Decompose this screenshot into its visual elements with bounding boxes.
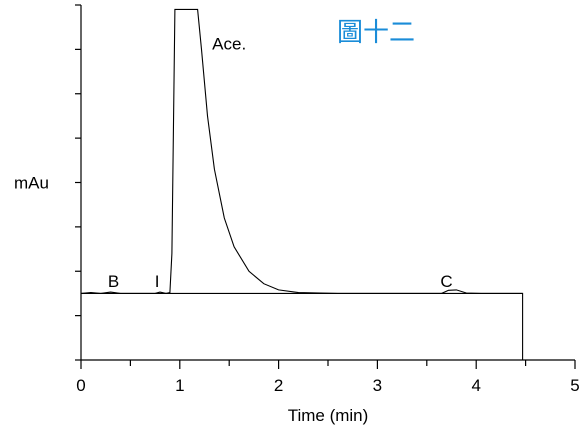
x-tick-label: 4 (471, 376, 480, 395)
chromatogram-trace (80, 8, 524, 360)
peak-label: B (108, 272, 119, 291)
figure-label: 圖十二 (337, 18, 415, 48)
x-tick-label: 2 (274, 376, 283, 395)
x-tick-label: 5 (570, 376, 579, 395)
peak-label: Ace. (212, 34, 246, 53)
axes (80, 5, 575, 361)
x-tick-label: 0 (76, 376, 85, 395)
y-axis-label: mAu (14, 174, 49, 193)
x-tick-label: 3 (373, 376, 382, 395)
x-ticks: 0 1 2 3 4 5 (76, 360, 580, 395)
y-ticks (75, 4, 81, 361)
peak-annotations: B I Ace. C (108, 34, 453, 290)
x-axis-label: Time (min) (288, 406, 369, 425)
peak-label: C (440, 272, 452, 291)
peak-label: I (155, 272, 160, 291)
x-tick-label: 1 (175, 376, 184, 395)
